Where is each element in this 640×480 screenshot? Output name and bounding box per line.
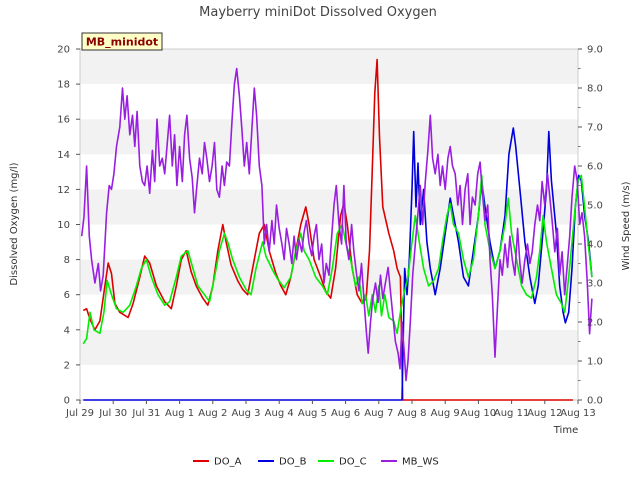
series-line-do-b (83, 127, 593, 401)
axes-layer: Jul 29 Jul 30 Jul 31 Aug 1 Aug 2 Aug 3 Aug 4 Au… (57, 45, 603, 420)
y-right-tick-label: 3.0 (587, 279, 603, 290)
grid-band (80, 189, 578, 225)
x-tick-label: Aug 8 (397, 408, 426, 419)
y-right-tick-label: 0.0 (587, 396, 603, 407)
y-left-tick-label: 2 (64, 360, 70, 371)
grid-band (80, 364, 578, 400)
legend-label: DO_B (279, 457, 307, 468)
x-tick-label: Aug 11 (494, 408, 529, 419)
x-tick-label: Aug 13 (560, 408, 595, 419)
grid-band (80, 119, 578, 155)
legend-label: DO_A (214, 457, 242, 468)
x-tick-label: Aug 12 (527, 408, 562, 419)
x-tick-label: Aug 4 (265, 408, 294, 419)
y-left-tick-label: 16 (57, 115, 70, 126)
series-badge-text: MB_minidot (86, 36, 158, 49)
y-right-tick-label: 6.0 (587, 162, 603, 173)
x-tick-label: Aug 2 (198, 408, 227, 419)
y-axis-label-left: Dissolved Oxygen (mg/l) (9, 162, 20, 285)
series-layer (80, 58, 593, 401)
legend-label: MB_WS (402, 457, 439, 468)
x-tick-label: Aug 1 (165, 408, 194, 419)
x-tick-label: Aug 9 (431, 408, 460, 419)
x-tick-label: Aug 3 (231, 408, 260, 419)
y-right-tick-label: 5.0 (587, 201, 603, 212)
series-line-do-c (82, 174, 593, 345)
y-right-tick-label: 4.0 (587, 240, 603, 251)
x-tick-label: Aug 7 (364, 408, 393, 419)
y-right-tick-label: 8.0 (587, 84, 603, 95)
x-tick-label: Aug 6 (331, 408, 360, 419)
x-tick-label: Jul 30 (98, 408, 127, 419)
y-right-tick-label: 2.0 (587, 318, 603, 329)
y-left-tick-label: 20 (57, 45, 70, 56)
series-badge-box (81, 32, 163, 51)
y-left-tick-label: 14 (57, 150, 70, 161)
series-line-do-a (82, 58, 573, 401)
x-axis-label: Time (553, 425, 578, 436)
legend-label: DO_C (339, 457, 367, 468)
grid-band (80, 84, 578, 120)
y-right-tick-label: 9.0 (587, 45, 603, 56)
chart-title: Mayberry miniDot Dissolved Oxygen (199, 5, 437, 20)
grid-band (80, 329, 578, 365)
y-left-tick-label: 6 (64, 290, 70, 301)
x-tick-label: Jul 31 (131, 408, 160, 419)
y-axis-label-right: Wind Speed (m/s) (621, 181, 632, 270)
y-left-tick-label: 0 (64, 396, 70, 407)
y-left-tick-label: 8 (64, 255, 70, 266)
grid-band (80, 294, 578, 330)
grid-band (80, 224, 578, 260)
grid-band (80, 49, 578, 85)
series-badge: MB_minidot (81, 32, 163, 51)
legend: DO_A DO_B DO_C MB_WS (193, 457, 439, 468)
x-tick-label: Jul 29 (65, 408, 94, 419)
y-right-tick-label: 7.0 (587, 123, 603, 134)
y-left-tick-label: 4 (64, 325, 70, 336)
series-line-mb-ws (80, 67, 593, 382)
y-left-tick-label: 12 (57, 185, 70, 196)
y-left-tick-label: 18 (57, 80, 70, 91)
y-left-tick-label: 10 (57, 220, 70, 231)
x-tick-label: Aug 5 (298, 408, 327, 419)
x-tick-label: Aug 10 (461, 408, 496, 419)
y-right-tick-label: 1.0 (587, 357, 603, 368)
